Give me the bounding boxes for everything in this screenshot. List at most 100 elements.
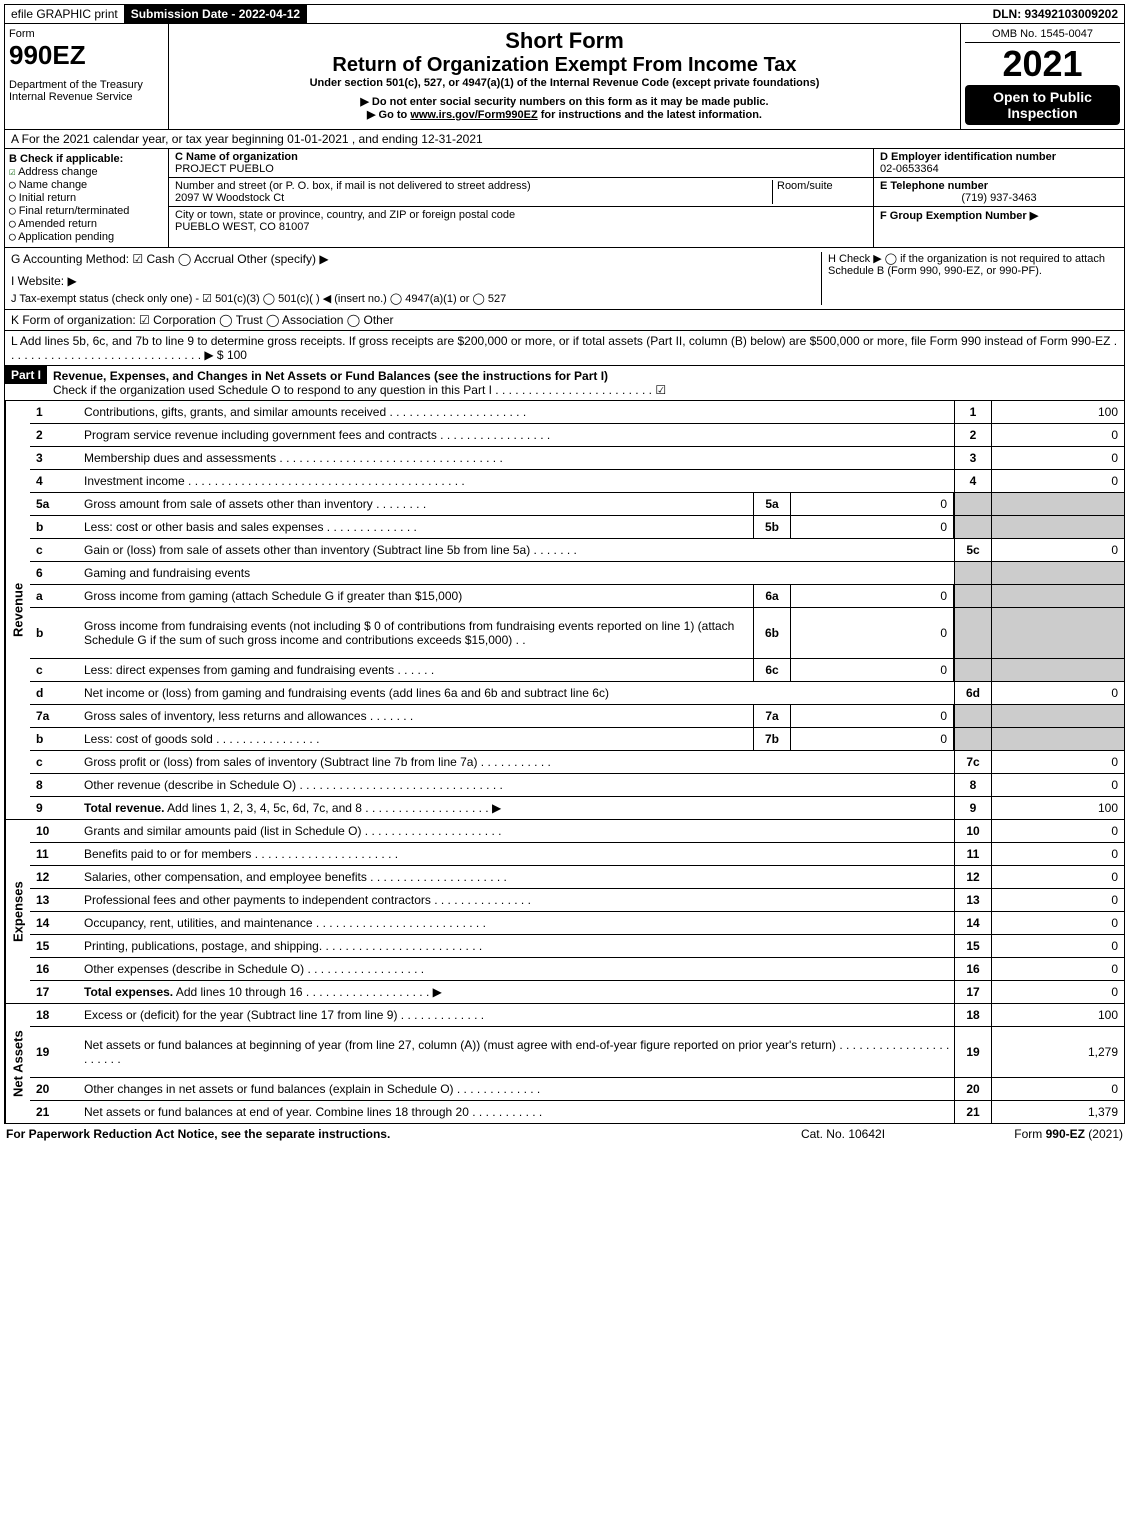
line-description: Net assets or fund balances at beginning… (80, 1036, 954, 1068)
sub-line-value: 0 (791, 659, 954, 681)
line-description: Gain or (loss) from sale of assets other… (80, 541, 954, 559)
line-number: c (30, 661, 80, 679)
main-line-number: 3 (954, 447, 992, 469)
main-line-number (954, 608, 992, 658)
form-number: 990EZ (9, 40, 164, 71)
main-line-value: 0 (992, 958, 1124, 980)
irs-link[interactable]: www.irs.gov/Form990EZ (410, 109, 537, 121)
main-line-value: 0 (992, 912, 1124, 934)
main-line-number: 2 (954, 424, 992, 446)
line-number: 2 (30, 426, 80, 444)
main-line-number: 20 (954, 1078, 992, 1100)
line-description: Investment income . . . . . . . . . . . … (80, 472, 954, 490)
sub-line-number: 7b (753, 728, 791, 750)
line-number: c (30, 541, 80, 559)
line-description: Less: cost or other basis and sales expe… (80, 518, 753, 536)
line-description: Gross profit or (loss) from sales of inv… (80, 753, 954, 771)
main-line-number: 10 (954, 820, 992, 842)
line-description: Excess or (deficit) for the year (Subtra… (80, 1006, 954, 1024)
line-l: L Add lines 5b, 6c, and 7b to line 9 to … (4, 331, 1125, 366)
section-c: C Name of organization PROJECT PUEBLO Nu… (169, 149, 874, 247)
main-line-number (954, 493, 992, 515)
sub-line-number: 7a (753, 705, 791, 727)
line-h: H Check ▶ ◯ if the organization is not r… (821, 252, 1118, 305)
main-line-value: 0 (992, 539, 1124, 561)
revenue-side-label: Revenue (5, 401, 30, 819)
chk-initial-return[interactable]: ◯ Initial return (9, 191, 164, 204)
main-line-value (992, 728, 1124, 750)
ein-label: D Employer identification number (880, 151, 1056, 163)
line-number: 5a (30, 495, 80, 513)
chk-name-change[interactable]: ◯ Name change (9, 178, 164, 191)
line-description: Total revenue. Add lines 1, 2, 3, 4, 5c,… (80, 799, 954, 817)
dln: DLN: 93492103009202 (987, 5, 1124, 23)
table-row: 14Occupancy, rent, utilities, and mainte… (30, 912, 1124, 935)
info-grid: B Check if applicable: ☑ Address change … (4, 149, 1125, 248)
line-number: 10 (30, 822, 80, 840)
line-number: 17 (30, 983, 80, 1001)
main-line-value: 0 (992, 889, 1124, 911)
main-line-value (992, 585, 1124, 607)
table-row: bGross income from fundraising events (n… (30, 608, 1124, 659)
main-line-value (992, 659, 1124, 681)
line-number: c (30, 753, 80, 771)
subtitle-3: ▶ Go to www.irs.gov/Form990EZ for instru… (177, 108, 952, 121)
line-description: Gross income from gaming (attach Schedul… (80, 587, 753, 605)
line-a: A For the 2021 calendar year, or tax yea… (4, 130, 1125, 149)
main-line-value: 0 (992, 470, 1124, 492)
main-line-number: 7c (954, 751, 992, 773)
sub-line-number: 5b (753, 516, 791, 538)
netassets-side-label: Net Assets (5, 1004, 30, 1123)
line-description: Net assets or fund balances at end of ye… (80, 1103, 954, 1121)
open-to-public: Open to Public Inspection (965, 85, 1120, 125)
short-form-title: Short Form (177, 28, 952, 54)
c-city-label: City or town, state or province, country… (175, 209, 515, 221)
part-1-label: Part I (5, 366, 47, 384)
line-g: G Accounting Method: ☑ Cash ◯ Accrual Ot… (11, 252, 821, 266)
table-row: aGross income from gaming (attach Schedu… (30, 585, 1124, 608)
line-number: 20 (30, 1080, 80, 1098)
main-line-value: 0 (992, 866, 1124, 888)
chk-application-pending[interactable]: ◯ Application pending (9, 230, 164, 243)
expenses-side-label: Expenses (5, 820, 30, 1003)
main-line-value: 1,379 (992, 1101, 1124, 1123)
part-1-header: Part I Revenue, Expenses, and Changes in… (4, 366, 1125, 401)
table-row: dNet income or (loss) from gaming and fu… (30, 682, 1124, 705)
line-number: 21 (30, 1103, 80, 1121)
main-line-value (992, 493, 1124, 515)
table-row: 1Contributions, gifts, grants, and simil… (30, 401, 1124, 424)
table-row: 7aGross sales of inventory, less returns… (30, 705, 1124, 728)
main-line-value: 100 (992, 1004, 1124, 1026)
line-description: Total expenses. Add lines 10 through 16 … (80, 983, 954, 1001)
submission-date: Submission Date - 2022-04-12 (125, 5, 307, 23)
main-line-number: 1 (954, 401, 992, 423)
efile-label[interactable]: efile GRAPHIC print (5, 5, 125, 23)
chk-address-change[interactable]: ☑ Address change (9, 165, 164, 178)
main-line-value: 0 (992, 843, 1124, 865)
line-number: 4 (30, 472, 80, 490)
table-row: 19Net assets or fund balances at beginni… (30, 1027, 1124, 1078)
part-1-title: Revenue, Expenses, and Changes in Net As… (53, 369, 608, 383)
org-name: PROJECT PUEBLO (175, 163, 274, 175)
part-1-check: Check if the organization used Schedule … (53, 383, 666, 397)
net-assets-table: Net Assets 18Excess or (deficit) for the… (4, 1004, 1125, 1124)
cat-no: Cat. No. 10642I (743, 1127, 943, 1141)
main-line-number: 9 (954, 797, 992, 819)
line-number: 6 (30, 564, 80, 582)
chk-amended-return[interactable]: ◯ Amended return (9, 217, 164, 230)
sub-line-value: 0 (791, 705, 954, 727)
line-number: b (30, 518, 80, 536)
main-line-value: 0 (992, 774, 1124, 796)
main-line-value: 100 (992, 797, 1124, 819)
main-line-number: 18 (954, 1004, 992, 1026)
main-line-number: 16 (954, 958, 992, 980)
line-number: 16 (30, 960, 80, 978)
chk-final-return[interactable]: ◯ Final return/terminated (9, 204, 164, 217)
sub-line-value: 0 (791, 585, 954, 607)
table-row: 4Investment income . . . . . . . . . . .… (30, 470, 1124, 493)
c-street-label: Number and street (or P. O. box, if mail… (175, 180, 531, 192)
line-description: Membership dues and assessments . . . . … (80, 449, 954, 467)
line-description: Less: cost of goods sold . . . . . . . .… (80, 730, 753, 748)
main-line-number (954, 728, 992, 750)
main-line-number (954, 659, 992, 681)
